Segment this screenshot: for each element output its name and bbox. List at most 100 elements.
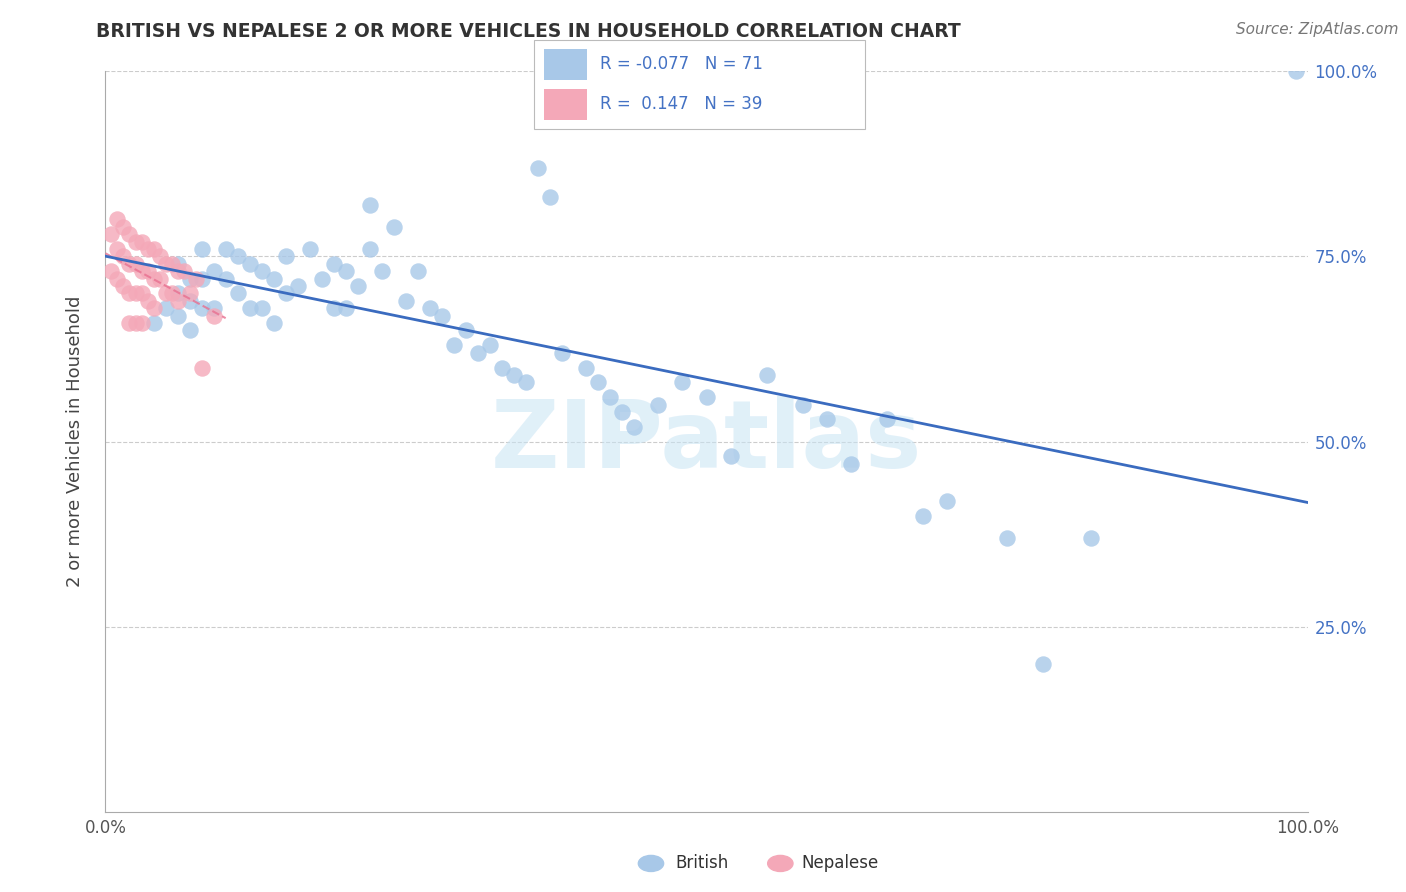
Point: [190, 271, 212, 285]
Point: [226, 286, 249, 301]
Point: [335, 264, 357, 278]
Y-axis label: 2 or more Vehicles in Household: 2 or more Vehicles in Household: [66, 296, 84, 587]
Point: [359, 197, 381, 211]
Point: [166, 293, 188, 308]
Point: [166, 257, 188, 271]
Point: [155, 301, 177, 316]
Point: [107, 242, 129, 256]
Point: [671, 376, 693, 390]
Point: [131, 316, 153, 330]
Point: [287, 279, 309, 293]
Point: [148, 271, 170, 285]
Point: [112, 219, 135, 234]
Point: [131, 235, 153, 249]
Point: [100, 227, 122, 242]
Point: [911, 508, 934, 523]
Point: [839, 457, 862, 471]
Point: [371, 264, 394, 278]
Point: [173, 264, 195, 278]
FancyBboxPatch shape: [544, 49, 588, 80]
Point: [112, 250, 135, 264]
Point: [239, 301, 262, 316]
Text: ZIPatlas: ZIPatlas: [491, 395, 922, 488]
Point: [479, 338, 502, 352]
Point: [623, 419, 645, 434]
Text: R =  0.147   N = 39: R = 0.147 N = 39: [600, 95, 762, 113]
Point: [347, 279, 370, 293]
Point: [160, 257, 183, 271]
Point: [575, 360, 598, 375]
Point: [322, 301, 344, 316]
Point: [467, 345, 489, 359]
Point: [322, 257, 344, 271]
Point: [118, 227, 141, 242]
Point: [202, 264, 225, 278]
Point: [599, 390, 621, 404]
Point: [112, 279, 135, 293]
Point: [263, 316, 285, 330]
Point: [107, 212, 129, 227]
Point: [118, 316, 141, 330]
Point: [815, 412, 838, 426]
Point: [274, 286, 297, 301]
Point: [142, 242, 165, 256]
Point: [588, 376, 610, 390]
Point: [202, 301, 225, 316]
Point: [190, 242, 212, 256]
Point: [184, 271, 207, 285]
Point: [995, 531, 1018, 545]
Point: [166, 309, 188, 323]
Point: [142, 301, 165, 316]
Point: [142, 271, 165, 285]
Point: [118, 257, 141, 271]
Point: [1032, 657, 1054, 671]
Point: [131, 264, 153, 278]
Point: [136, 293, 159, 308]
Point: [298, 242, 321, 256]
Point: [136, 242, 159, 256]
Point: [107, 271, 129, 285]
Point: [419, 301, 441, 316]
Point: [124, 257, 146, 271]
Point: [226, 250, 249, 264]
Point: [166, 264, 188, 278]
Point: [515, 376, 537, 390]
FancyBboxPatch shape: [544, 89, 588, 120]
Point: [239, 257, 262, 271]
Point: [179, 271, 201, 285]
Text: Source: ZipAtlas.com: Source: ZipAtlas.com: [1236, 22, 1399, 37]
Point: [1284, 64, 1306, 78]
Point: [395, 293, 418, 308]
Point: [179, 324, 201, 338]
Text: BRITISH VS NEPALESE 2 OR MORE VEHICLES IN HOUSEHOLD CORRELATION CHART: BRITISH VS NEPALESE 2 OR MORE VEHICLES I…: [96, 22, 960, 41]
Point: [696, 390, 718, 404]
Point: [250, 301, 273, 316]
Point: [179, 293, 201, 308]
Point: [124, 235, 146, 249]
Point: [274, 250, 297, 264]
Point: [443, 338, 465, 352]
Point: [148, 250, 170, 264]
Point: [503, 368, 526, 382]
Text: Nepalese: Nepalese: [801, 855, 879, 872]
Point: [179, 286, 201, 301]
Point: [136, 264, 159, 278]
Point: [166, 286, 188, 301]
Point: [551, 345, 574, 359]
Point: [250, 264, 273, 278]
Point: [335, 301, 357, 316]
Point: [647, 397, 669, 411]
Point: [214, 271, 236, 285]
Point: [430, 309, 453, 323]
FancyBboxPatch shape: [534, 40, 865, 129]
Point: [202, 309, 225, 323]
Point: [612, 405, 634, 419]
Point: [155, 257, 177, 271]
Point: [100, 264, 122, 278]
Point: [190, 360, 212, 375]
Point: [359, 242, 381, 256]
Point: [142, 316, 165, 330]
Point: [454, 324, 477, 338]
Point: [118, 286, 141, 301]
Text: R = -0.077   N = 71: R = -0.077 N = 71: [600, 55, 763, 73]
